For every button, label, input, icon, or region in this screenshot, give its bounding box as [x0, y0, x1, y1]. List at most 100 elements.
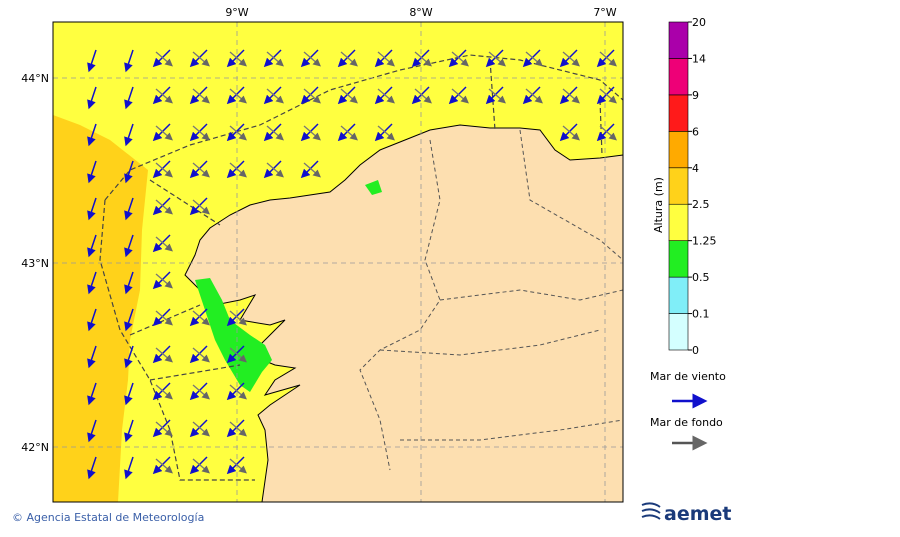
swell-arrow [192, 384, 210, 400]
swell-arrow [340, 88, 358, 104]
wind-sea-arrow [226, 49, 245, 68]
wind-sea-arrow [374, 49, 393, 68]
wind-sea-arrow [124, 160, 134, 184]
wind-sea-arrow [226, 308, 245, 327]
lon-label: 8°W [409, 6, 432, 19]
colorbar-label: 14 [692, 52, 706, 65]
swell-arrow [155, 273, 173, 289]
wind-sea-arrow [87, 271, 97, 295]
swell-arrow [155, 162, 173, 178]
swell-arrow [192, 458, 210, 474]
swell-arrow [525, 51, 543, 67]
wind-sea-arrow [87, 419, 97, 443]
wind-sea-arrow [152, 234, 171, 253]
wind-sea-arrow [300, 49, 319, 68]
wind-sea-arrow [87, 234, 97, 258]
wind-sea-arrow [124, 308, 134, 332]
graticule [53, 22, 623, 502]
wind-sea-arrow [226, 382, 245, 401]
swell-arrow [192, 162, 210, 178]
wind-sea-arrow [152, 86, 171, 105]
wind-sea-arrow [374, 123, 393, 142]
swell-arrow [192, 310, 210, 326]
colorbar-segment [668, 240, 689, 278]
wind-sea-arrow [485, 86, 504, 105]
wind-sea-arrow [596, 123, 615, 142]
colorbar-label: 0 [692, 344, 699, 357]
swell-arrow [599, 125, 617, 141]
logo: aemet [641, 502, 731, 525]
colorbar-segment [668, 167, 689, 205]
wind-sea-arrow [87, 308, 97, 332]
colorbar-label: 2.5 [692, 198, 710, 211]
swell-arrow [192, 347, 210, 363]
swell-arrow [562, 88, 580, 104]
wind-sea-arrow [522, 86, 541, 105]
swell-arrow [155, 125, 173, 141]
swell-arrow [303, 51, 321, 67]
swell-arrow [488, 88, 506, 104]
swell-arrow [229, 347, 247, 363]
swell-arrow [303, 125, 321, 141]
wind-sea-arrow [485, 49, 504, 68]
wave-arrows [87, 49, 617, 480]
swell-arrow [525, 88, 543, 104]
swell-arrow [155, 421, 173, 437]
wind-sea-arrow [337, 86, 356, 105]
swell-arrow [229, 384, 247, 400]
swell-arrow [562, 125, 580, 141]
wind-sea-arrow [124, 197, 134, 221]
wind-sea-arrow [448, 49, 467, 68]
wind-sea-arrow [87, 160, 97, 184]
wind-sea-arrow [189, 419, 208, 438]
swell-arrow [414, 88, 432, 104]
wind-sea-arrow [300, 86, 319, 105]
wind-sea-arrow [411, 86, 430, 105]
colorbar-segment [668, 276, 689, 314]
swell-arrow [155, 458, 173, 474]
swell-arrow [266, 51, 284, 67]
wind-sea-arrow [374, 86, 393, 105]
colorbar-label: 6 [692, 125, 699, 138]
wind-sea-arrow [596, 86, 615, 105]
colorbar-segment [668, 313, 689, 351]
wind-sea-arrow [124, 456, 134, 480]
wind-sea-arrow [411, 49, 430, 68]
wind-sea-arrow [124, 86, 134, 110]
swell-arrow [192, 421, 210, 437]
shallow-zone [195, 278, 272, 392]
swell-arrow [155, 88, 173, 104]
swell-arrow [303, 162, 321, 178]
legend-label: Mar de fondo [650, 416, 723, 429]
wind-sea-arrow [226, 419, 245, 438]
swell-arrow [229, 162, 247, 178]
wind-sea-arrow [226, 123, 245, 142]
wind-sea-arrow [152, 419, 171, 438]
swell-arrow [266, 162, 284, 178]
lon-label: 9°W [225, 6, 248, 19]
swell-arrow [414, 51, 432, 67]
copyright: © Agencia Estatal de Meteorología [12, 511, 204, 524]
colorbar-segment [668, 94, 689, 132]
colorbar-segment [668, 21, 689, 59]
swell-arrow [155, 51, 173, 67]
swell-arrow [155, 236, 173, 252]
swell-arrow [229, 458, 247, 474]
wind-sea-arrow [300, 160, 319, 179]
wind-sea-arrow [337, 49, 356, 68]
logo-text: aemet [664, 503, 731, 525]
swell-arrow [488, 51, 506, 67]
swell-arrow [562, 51, 580, 67]
shallow-zone [365, 180, 382, 195]
wind-sea-arrow [300, 123, 319, 142]
colorbar-title: Altura (m) [652, 177, 665, 233]
swell-arrow [155, 347, 173, 363]
land [184, 124, 623, 502]
wind-sea-arrow [189, 86, 208, 105]
swell-arrow [377, 125, 395, 141]
wind-sea-arrow [87, 345, 97, 369]
swell-arrow [377, 51, 395, 67]
wind-sea-arrow [189, 308, 208, 327]
colorbar-segment [668, 58, 689, 96]
